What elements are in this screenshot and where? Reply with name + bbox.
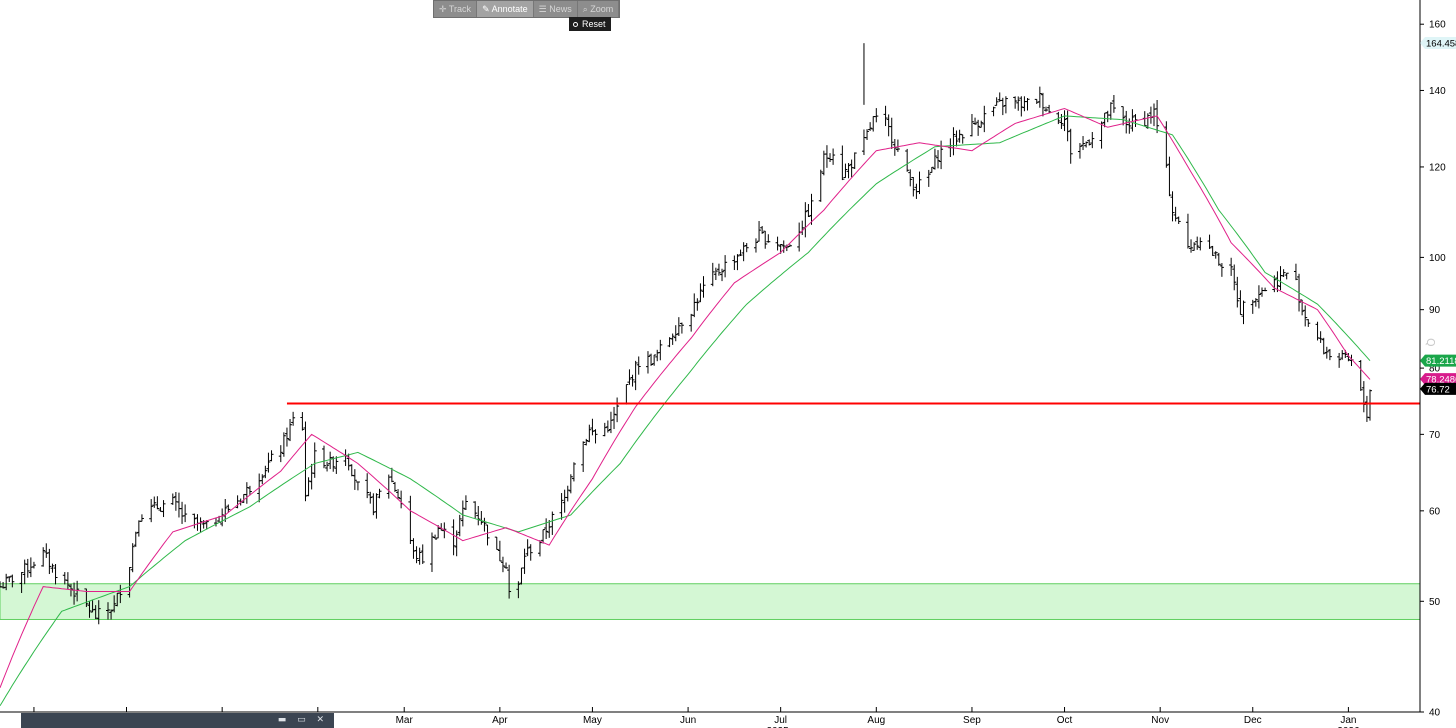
support-zone [0, 583, 1421, 620]
track-label: Track [448, 4, 472, 14]
x-tick-label: Apr [492, 715, 508, 726]
reset-button[interactable]: Reset [569, 17, 611, 31]
moving-averages [0, 107, 1371, 707]
y-tick-label: 100 [1429, 253, 1446, 264]
annotate-button[interactable]: ✎ Annotate [477, 1, 534, 17]
x-tick-label: Jun [680, 715, 696, 726]
badge-shape [1420, 37, 1456, 49]
badge-label: 164.4584 [1426, 39, 1456, 50]
track-button[interactable]: ✛ Track [434, 1, 478, 17]
badge-shape [1420, 373, 1456, 386]
price-badge-high: 164.4584 [1420, 37, 1456, 50]
y-tick-label: 120 [1429, 162, 1446, 173]
x-year-label: 2025 [766, 726, 789, 728]
x-tick-label: Mar [396, 715, 414, 726]
y-tick-label: 80 [1429, 364, 1441, 375]
price-badge-ma_fast: 78.2486 [1420, 373, 1456, 386]
ma-slow-line [0, 115, 1371, 707]
zoom-label: Zoom [590, 4, 614, 14]
price-badge-last: 76.72 [1420, 382, 1456, 395]
reset-label: Reset [582, 19, 606, 29]
annotate-label: Annotate [491, 4, 528, 14]
support-zone-rect [0, 583, 1421, 620]
y-tick-label: 60 [1429, 506, 1441, 517]
ma-fast-line [0, 107, 1371, 688]
badge-label: 78.2486 [1426, 375, 1456, 386]
y-tick-label: 40 [1429, 708, 1441, 719]
x-year-label: 2026 [1337, 726, 1360, 728]
x-tick-label: Aug [867, 715, 885, 726]
zoom-button[interactable]: ⌕ Zoom [578, 1, 620, 17]
y-tick-label: 70 [1429, 430, 1441, 441]
badge-shape [1420, 382, 1456, 395]
y-tick-label: 140 [1429, 86, 1446, 97]
x-tick-label: Nov [1151, 715, 1169, 726]
x-tick-label: Sep [963, 715, 981, 726]
reset-icon [573, 22, 578, 28]
price-badges: 164.4584 81.2118 78.248676.72 [1420, 37, 1456, 395]
y-tick-label: 90 [1429, 305, 1441, 316]
news-button[interactable]: ☰ News [534, 1, 578, 17]
x-tick-label: Oct [1057, 715, 1073, 726]
window-taskbar: ▬ ▭ ✕ [21, 713, 334, 728]
x-tick-label: Jan [1340, 715, 1356, 726]
window-controls-icon[interactable]: ▬ ▭ ✕ [277, 715, 328, 725]
badge-label: 76.72 [1426, 384, 1450, 395]
chart-toolbar: ✛ Track ✎ Annotate ☰ News ⌕ Zoom [433, 0, 621, 18]
x-tick-label: Dec [1244, 715, 1262, 726]
badge-label: 81.2118 [1426, 356, 1456, 367]
badge-shape [1420, 354, 1456, 367]
price-bars [0, 43, 1372, 625]
y-tick-label: 160 [1429, 20, 1446, 31]
x-tick-label: May [583, 715, 602, 726]
y-tick-label: 50 [1429, 597, 1441, 608]
price-badge-ma_slow: 81.2118 [1420, 354, 1456, 367]
side-label: Q [1424, 338, 1437, 347]
x-tick-label: Jul [774, 715, 787, 726]
news-label: News [549, 4, 572, 14]
